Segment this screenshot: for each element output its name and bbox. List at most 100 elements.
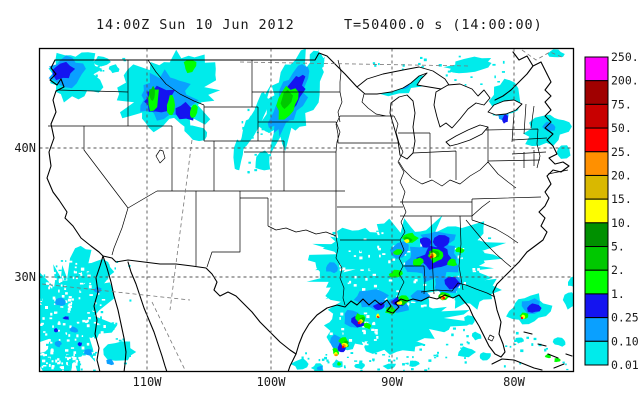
precip-dot (350, 266, 353, 269)
colorbar-label: 250. (611, 50, 639, 64)
precip-dot (437, 351, 439, 354)
speckle-hole (79, 290, 82, 293)
speckle-hole (42, 342, 46, 345)
speckle-hole (373, 339, 377, 341)
precip-dot (445, 74, 448, 77)
speckle-hole (353, 284, 357, 287)
speckle-hole (341, 328, 345, 331)
speckle-hole (72, 276, 75, 280)
speckle-hole (366, 315, 370, 319)
baja-coastline (93, 255, 127, 372)
precip-dot (332, 231, 336, 235)
precip-dot (367, 243, 370, 246)
precip-dot (325, 354, 328, 356)
precip-dot (417, 328, 421, 331)
precip-dot (460, 347, 462, 349)
speckle-hole (45, 282, 49, 285)
speckle-hole (93, 342, 96, 345)
precip-dot (562, 361, 565, 364)
speckle-hole (420, 243, 424, 247)
speckle-hole (57, 358, 60, 361)
speckle-hole (46, 362, 48, 365)
precip-blob-c25 (420, 237, 432, 248)
precip-dot (526, 336, 529, 339)
precip-dot (307, 357, 310, 360)
precip-dot (80, 368, 83, 371)
precip-dot (337, 269, 339, 272)
precip-dot (251, 136, 254, 139)
precip-dot (60, 260, 64, 262)
precip-dot (89, 306, 92, 308)
precip-dot (433, 354, 436, 357)
precip-blob-g1 (455, 246, 465, 254)
speckle-hole (90, 352, 95, 355)
speckle-hole (340, 312, 344, 316)
precip-dot (367, 259, 370, 262)
precip-dot (375, 240, 379, 243)
precip-dot (114, 267, 116, 270)
precip-dot (47, 293, 50, 296)
speckle-hole (99, 304, 102, 306)
colorbar-box (584, 174, 609, 200)
speckle-hole (65, 292, 68, 295)
precip-dot (64, 276, 66, 280)
speckle-hole (67, 311, 71, 313)
speckle-hole (42, 365, 47, 367)
precip-dot (340, 332, 343, 335)
precip-dot (67, 361, 71, 364)
precip-dot (335, 364, 339, 367)
precip-dot (73, 311, 75, 314)
speckle-hole (42, 359, 46, 363)
speckle-hole (68, 334, 71, 337)
speckle-hole (66, 362, 69, 365)
precip-dot (460, 262, 464, 264)
precip-dot (70, 362, 72, 365)
precip-dot (531, 343, 534, 346)
precip-dot (494, 75, 496, 79)
speckle-hole (80, 356, 83, 359)
speckle-hole (92, 336, 95, 339)
precip-dot (462, 275, 466, 277)
speckle-hole (58, 289, 60, 293)
precip-dot (418, 62, 421, 66)
precip-blob-c25 (53, 328, 59, 333)
speckle-hole (68, 303, 72, 306)
precip-blob-g2 (149, 85, 155, 101)
precip-dot (455, 259, 459, 262)
colorbar-label: 1. (611, 287, 625, 301)
precip-blob-c01 (103, 341, 137, 361)
speckle-hole (65, 261, 69, 264)
precip-blob-c01 (184, 125, 208, 142)
speckle-hole (43, 354, 46, 357)
precip-dot (410, 360, 413, 363)
precip-dot (122, 57, 126, 60)
precip-dot (464, 349, 467, 353)
colorbar-label: 50. (611, 121, 632, 135)
precip-blob-c01 (443, 56, 492, 74)
speckle-hole (407, 250, 411, 253)
precip-dot (92, 353, 96, 356)
precip-dot (248, 161, 251, 164)
speckle-hole (76, 321, 80, 324)
speckle-hole (80, 274, 83, 276)
precip-dot (125, 343, 128, 346)
west-coastline (46, 59, 104, 257)
precip-blob-c01 (471, 331, 482, 341)
precip-blob-y10 (403, 239, 410, 244)
speckle-hole (477, 268, 480, 271)
lake-erie (445, 124, 489, 147)
speckle-hole (62, 323, 66, 326)
lon-label-110W: 110W (133, 375, 163, 389)
precip-blob-c01 (515, 337, 524, 344)
speckle-hole (103, 325, 106, 328)
precip-dot (419, 333, 423, 336)
speckle-hole (363, 331, 366, 335)
colorbar-label: 25. (611, 145, 632, 159)
speckle-hole (57, 339, 61, 342)
precip-dot (401, 318, 405, 321)
precip-dot (513, 343, 517, 346)
precip-dot (42, 293, 45, 296)
precip-dot (463, 328, 465, 332)
precip-dot (82, 325, 86, 327)
speckle-hole (80, 267, 85, 271)
